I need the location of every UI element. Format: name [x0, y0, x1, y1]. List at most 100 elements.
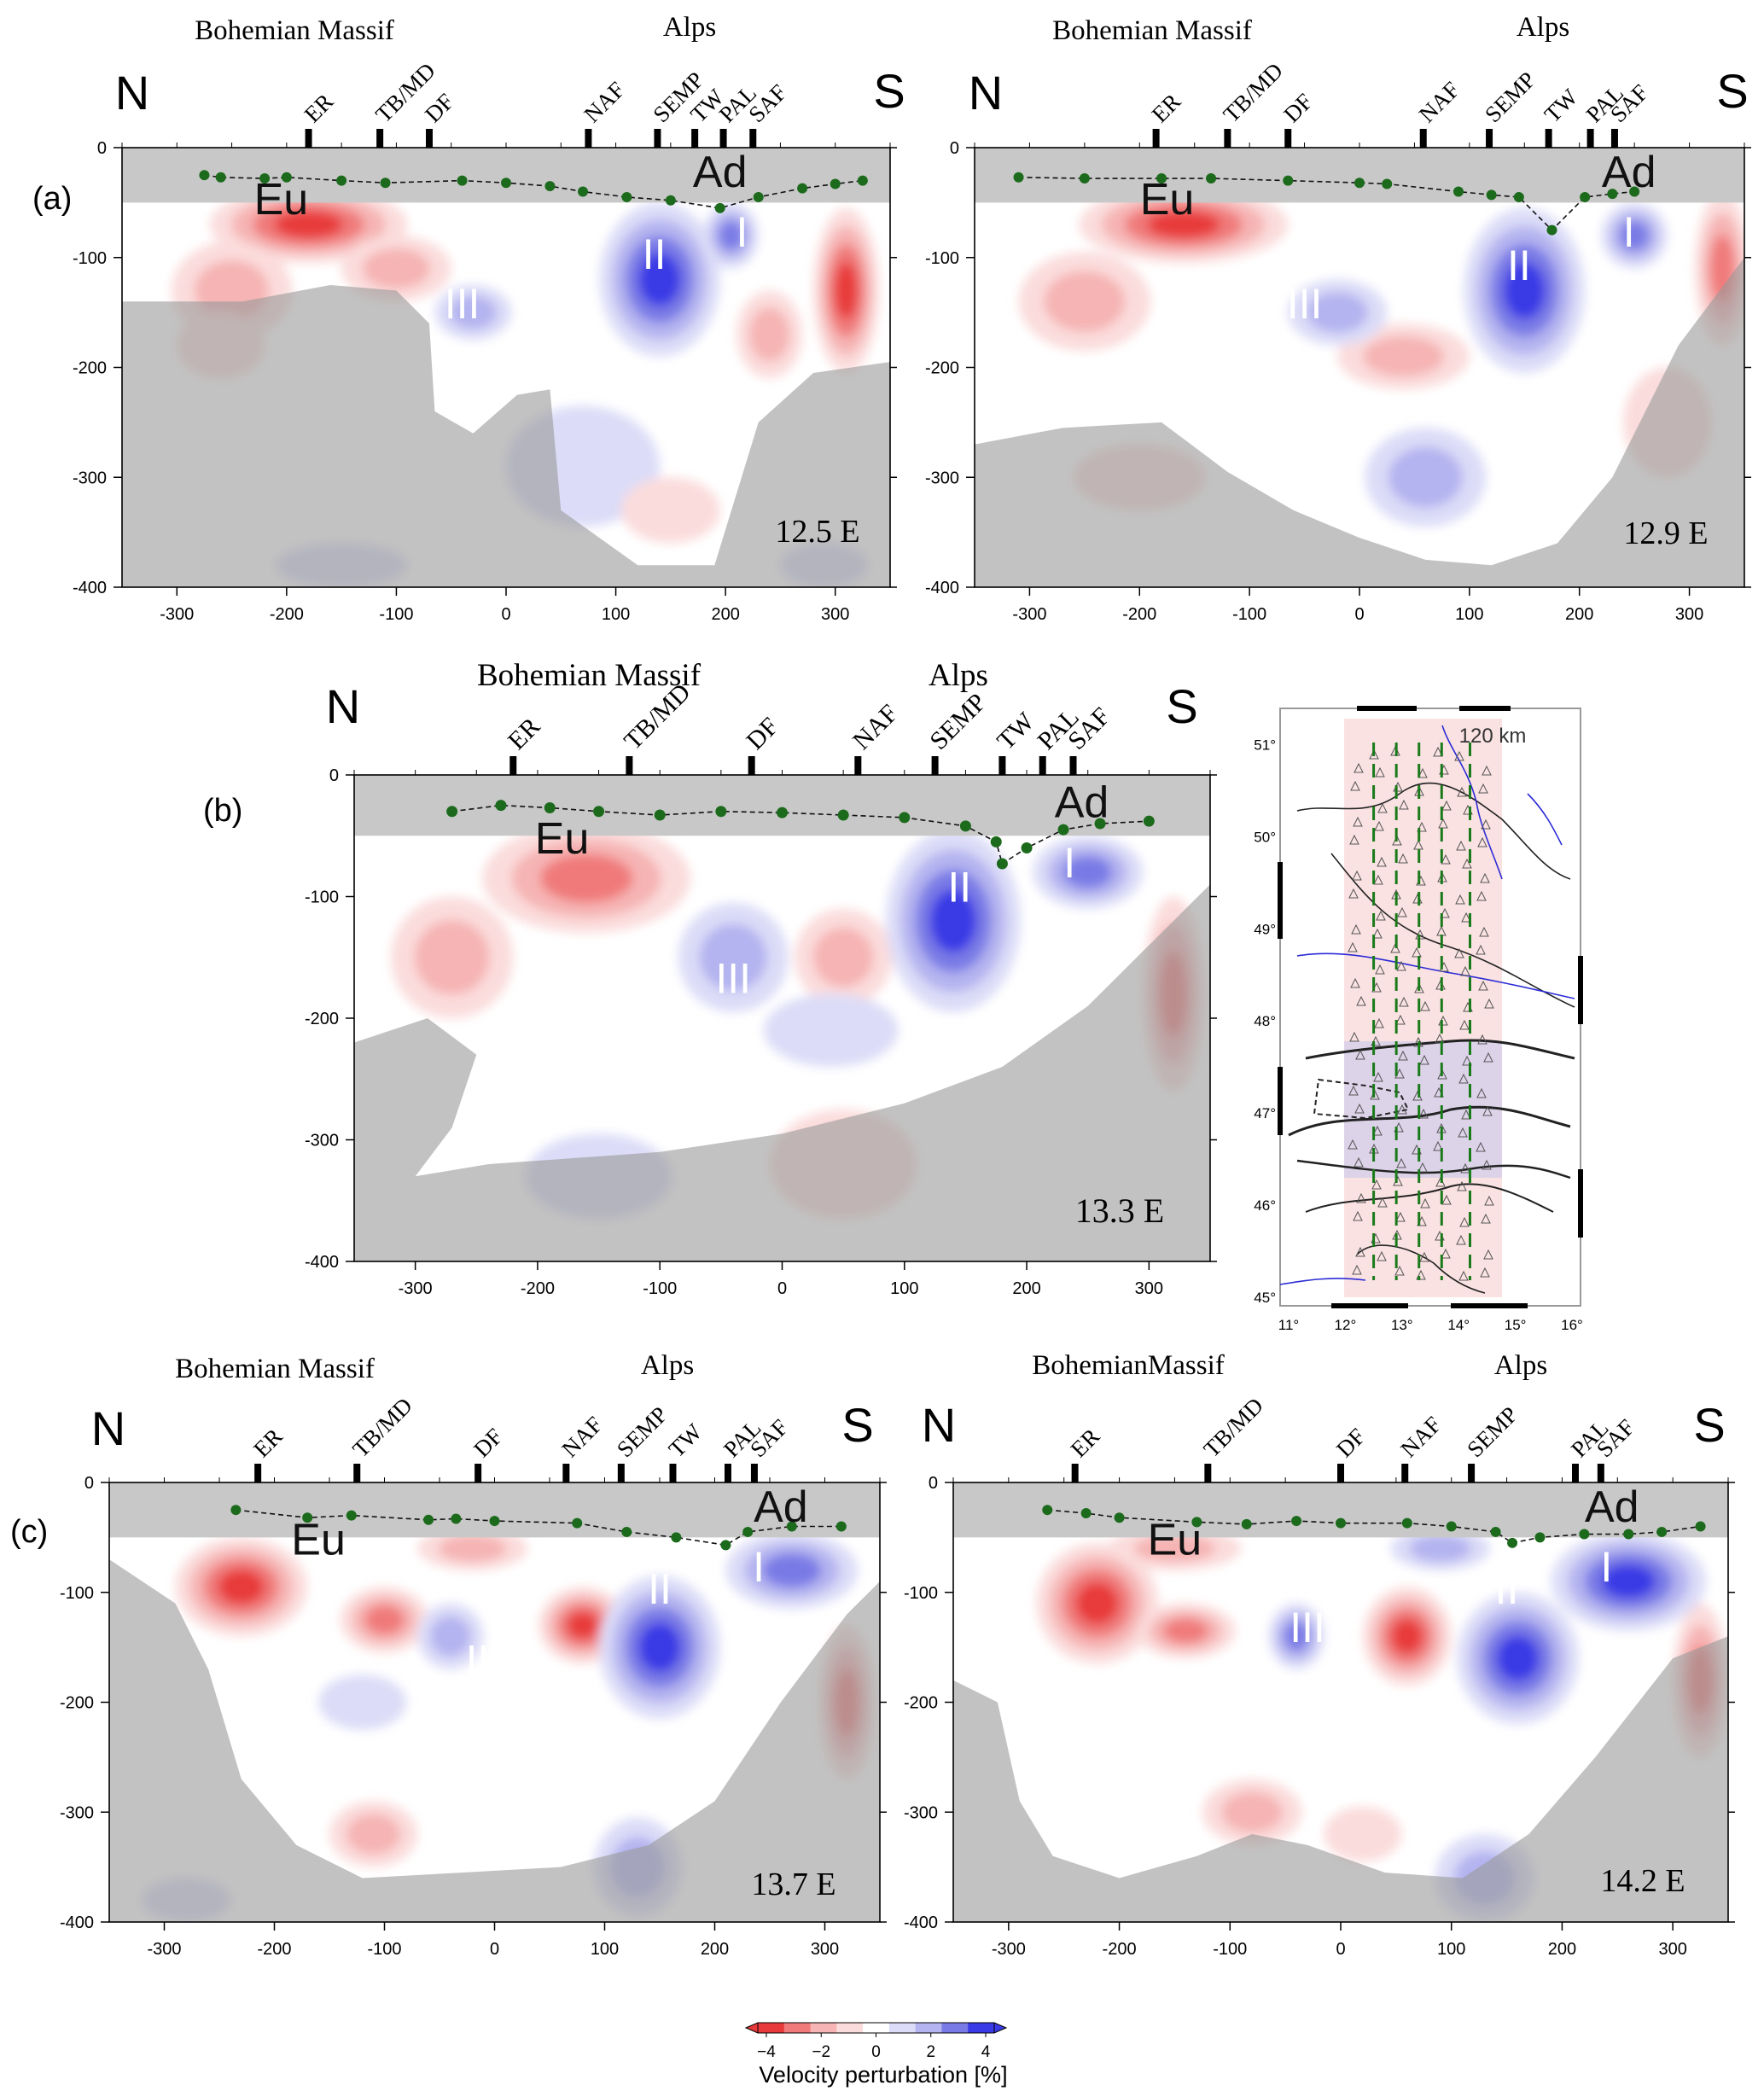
- moho-point: [742, 1526, 754, 1537]
- y-tick-label: -200: [904, 1694, 938, 1713]
- map-lat-label: 51°: [1254, 737, 1276, 753]
- moho-point: [1656, 1526, 1668, 1537]
- resolution-mask: [975, 257, 1744, 587]
- station-marker: [1479, 926, 1489, 937]
- anomaly-contour: [699, 923, 767, 992]
- y-tick-label: -400: [73, 579, 107, 597]
- north-end-label: N: [326, 679, 360, 733]
- station-marker: [1418, 1108, 1429, 1119]
- moho-point: [835, 1521, 847, 1532]
- anomaly-contour: [1601, 1564, 1656, 1599]
- moho-point: [1534, 1532, 1546, 1543]
- unit-label-iii: III: [1287, 280, 1323, 328]
- fault-label: NAF: [847, 699, 904, 755]
- map-rivers: [1279, 725, 1575, 1285]
- colorbar-swatch: [888, 2023, 917, 2033]
- fault-label: DF: [741, 712, 783, 754]
- moho-point: [990, 836, 1002, 847]
- fault-label: NAF: [579, 77, 629, 127]
- station-marker: [1396, 960, 1406, 971]
- unit-label-iii: III: [1290, 1604, 1325, 1651]
- fault-marker: [474, 1464, 482, 1482]
- station-marker: [1480, 1267, 1490, 1278]
- anomaly-contour: [638, 253, 681, 306]
- moho-point: [1486, 189, 1497, 201]
- fault-marker: [654, 129, 661, 148]
- y-tick-label: -300: [60, 1803, 94, 1822]
- fault-marker: [1204, 1464, 1212, 1482]
- anomaly-contour: [540, 853, 633, 903]
- fault-marker: [376, 129, 384, 148]
- station-marker: [1376, 910, 1386, 921]
- station-marker: [1414, 982, 1424, 993]
- moho-line: [1047, 1509, 1701, 1544]
- unit-label-ad: Ad: [1055, 778, 1109, 827]
- anomaly-contour: [439, 1535, 507, 1563]
- x-tick-label: -200: [1103, 1940, 1137, 1959]
- velocity-field: [354, 775, 1210, 1261]
- fault-marker: [749, 129, 757, 148]
- anomaly-contour: [449, 295, 498, 329]
- moho-point: [621, 1526, 632, 1537]
- moho-point: [446, 806, 458, 818]
- north-end-label: N: [91, 1401, 125, 1455]
- moho-point: [593, 806, 605, 818]
- station-marker: [1481, 1213, 1491, 1224]
- moho-point: [1507, 1537, 1518, 1548]
- map-lon-label: 13°: [1391, 1317, 1413, 1333]
- south-end-label: S: [873, 64, 905, 118]
- map-lon-label: 14°: [1447, 1317, 1470, 1333]
- unit-label-iii: III: [445, 280, 480, 328]
- station-marker: [1371, 1179, 1382, 1190]
- moho-point: [281, 172, 292, 183]
- anomaly-contour: [274, 211, 343, 238]
- station-marker: [1480, 872, 1490, 883]
- station-marker: [1392, 835, 1402, 846]
- station-marker: [1418, 1162, 1428, 1173]
- unit-label-eu: Eu: [1140, 175, 1195, 224]
- fault-label: SEMP: [1462, 1401, 1522, 1462]
- map-lat-label: 49°: [1254, 921, 1276, 937]
- moho-point: [215, 172, 226, 183]
- moho-point: [720, 1540, 731, 1551]
- x-tick-label: 300: [1658, 1940, 1686, 1959]
- fault-label: DF: [1331, 1424, 1371, 1463]
- y-tick-label: -200: [925, 359, 959, 378]
- anomaly-contour: [1163, 1618, 1208, 1644]
- y-tick-label: -100: [73, 249, 107, 268]
- moho-point: [1629, 186, 1640, 197]
- y-tick-label: -200: [305, 1010, 339, 1028]
- station-marker: [1373, 1071, 1383, 1082]
- x-tick-label: 0: [501, 605, 510, 624]
- anomaly-contour: [1409, 1535, 1471, 1563]
- fault-label: DF: [420, 89, 459, 128]
- map-scale-label: 120 km: [1459, 725, 1527, 748]
- panel-label-a: (a): [32, 181, 72, 217]
- moho-point: [1546, 224, 1557, 236]
- fault-marker: [724, 1464, 731, 1482]
- station-marker: [1441, 800, 1452, 811]
- unit-label-ad: Ad: [1585, 1482, 1639, 1532]
- fault-marker: [626, 756, 633, 775]
- resolution-mask: [109, 1559, 880, 1922]
- fault-label: TB/MD: [347, 1393, 417, 1463]
- section-longitude-label: 12.5 E: [775, 514, 859, 550]
- moho-point: [423, 1514, 434, 1525]
- anomaly-contour: [1044, 271, 1126, 332]
- y-tick-label: -400: [904, 1913, 938, 1932]
- region-label-alps: Alps: [1494, 1350, 1547, 1381]
- station-marker: [1356, 995, 1366, 1006]
- fault-label: DF: [1278, 89, 1318, 128]
- moho-point: [1080, 1508, 1092, 1519]
- map-coverage-red: [1344, 719, 1502, 1297]
- y-tick-label: -400: [60, 1913, 94, 1932]
- anomaly-contour: [1133, 1535, 1216, 1563]
- station-marker: [1454, 750, 1464, 761]
- station-marker: [1478, 783, 1488, 794]
- moho-point: [837, 809, 849, 821]
- anomaly-contour: [1075, 1581, 1119, 1625]
- unit-label-ad: Ad: [693, 148, 748, 197]
- station-marker: [1460, 965, 1470, 976]
- fault-label: NAF: [1414, 77, 1464, 127]
